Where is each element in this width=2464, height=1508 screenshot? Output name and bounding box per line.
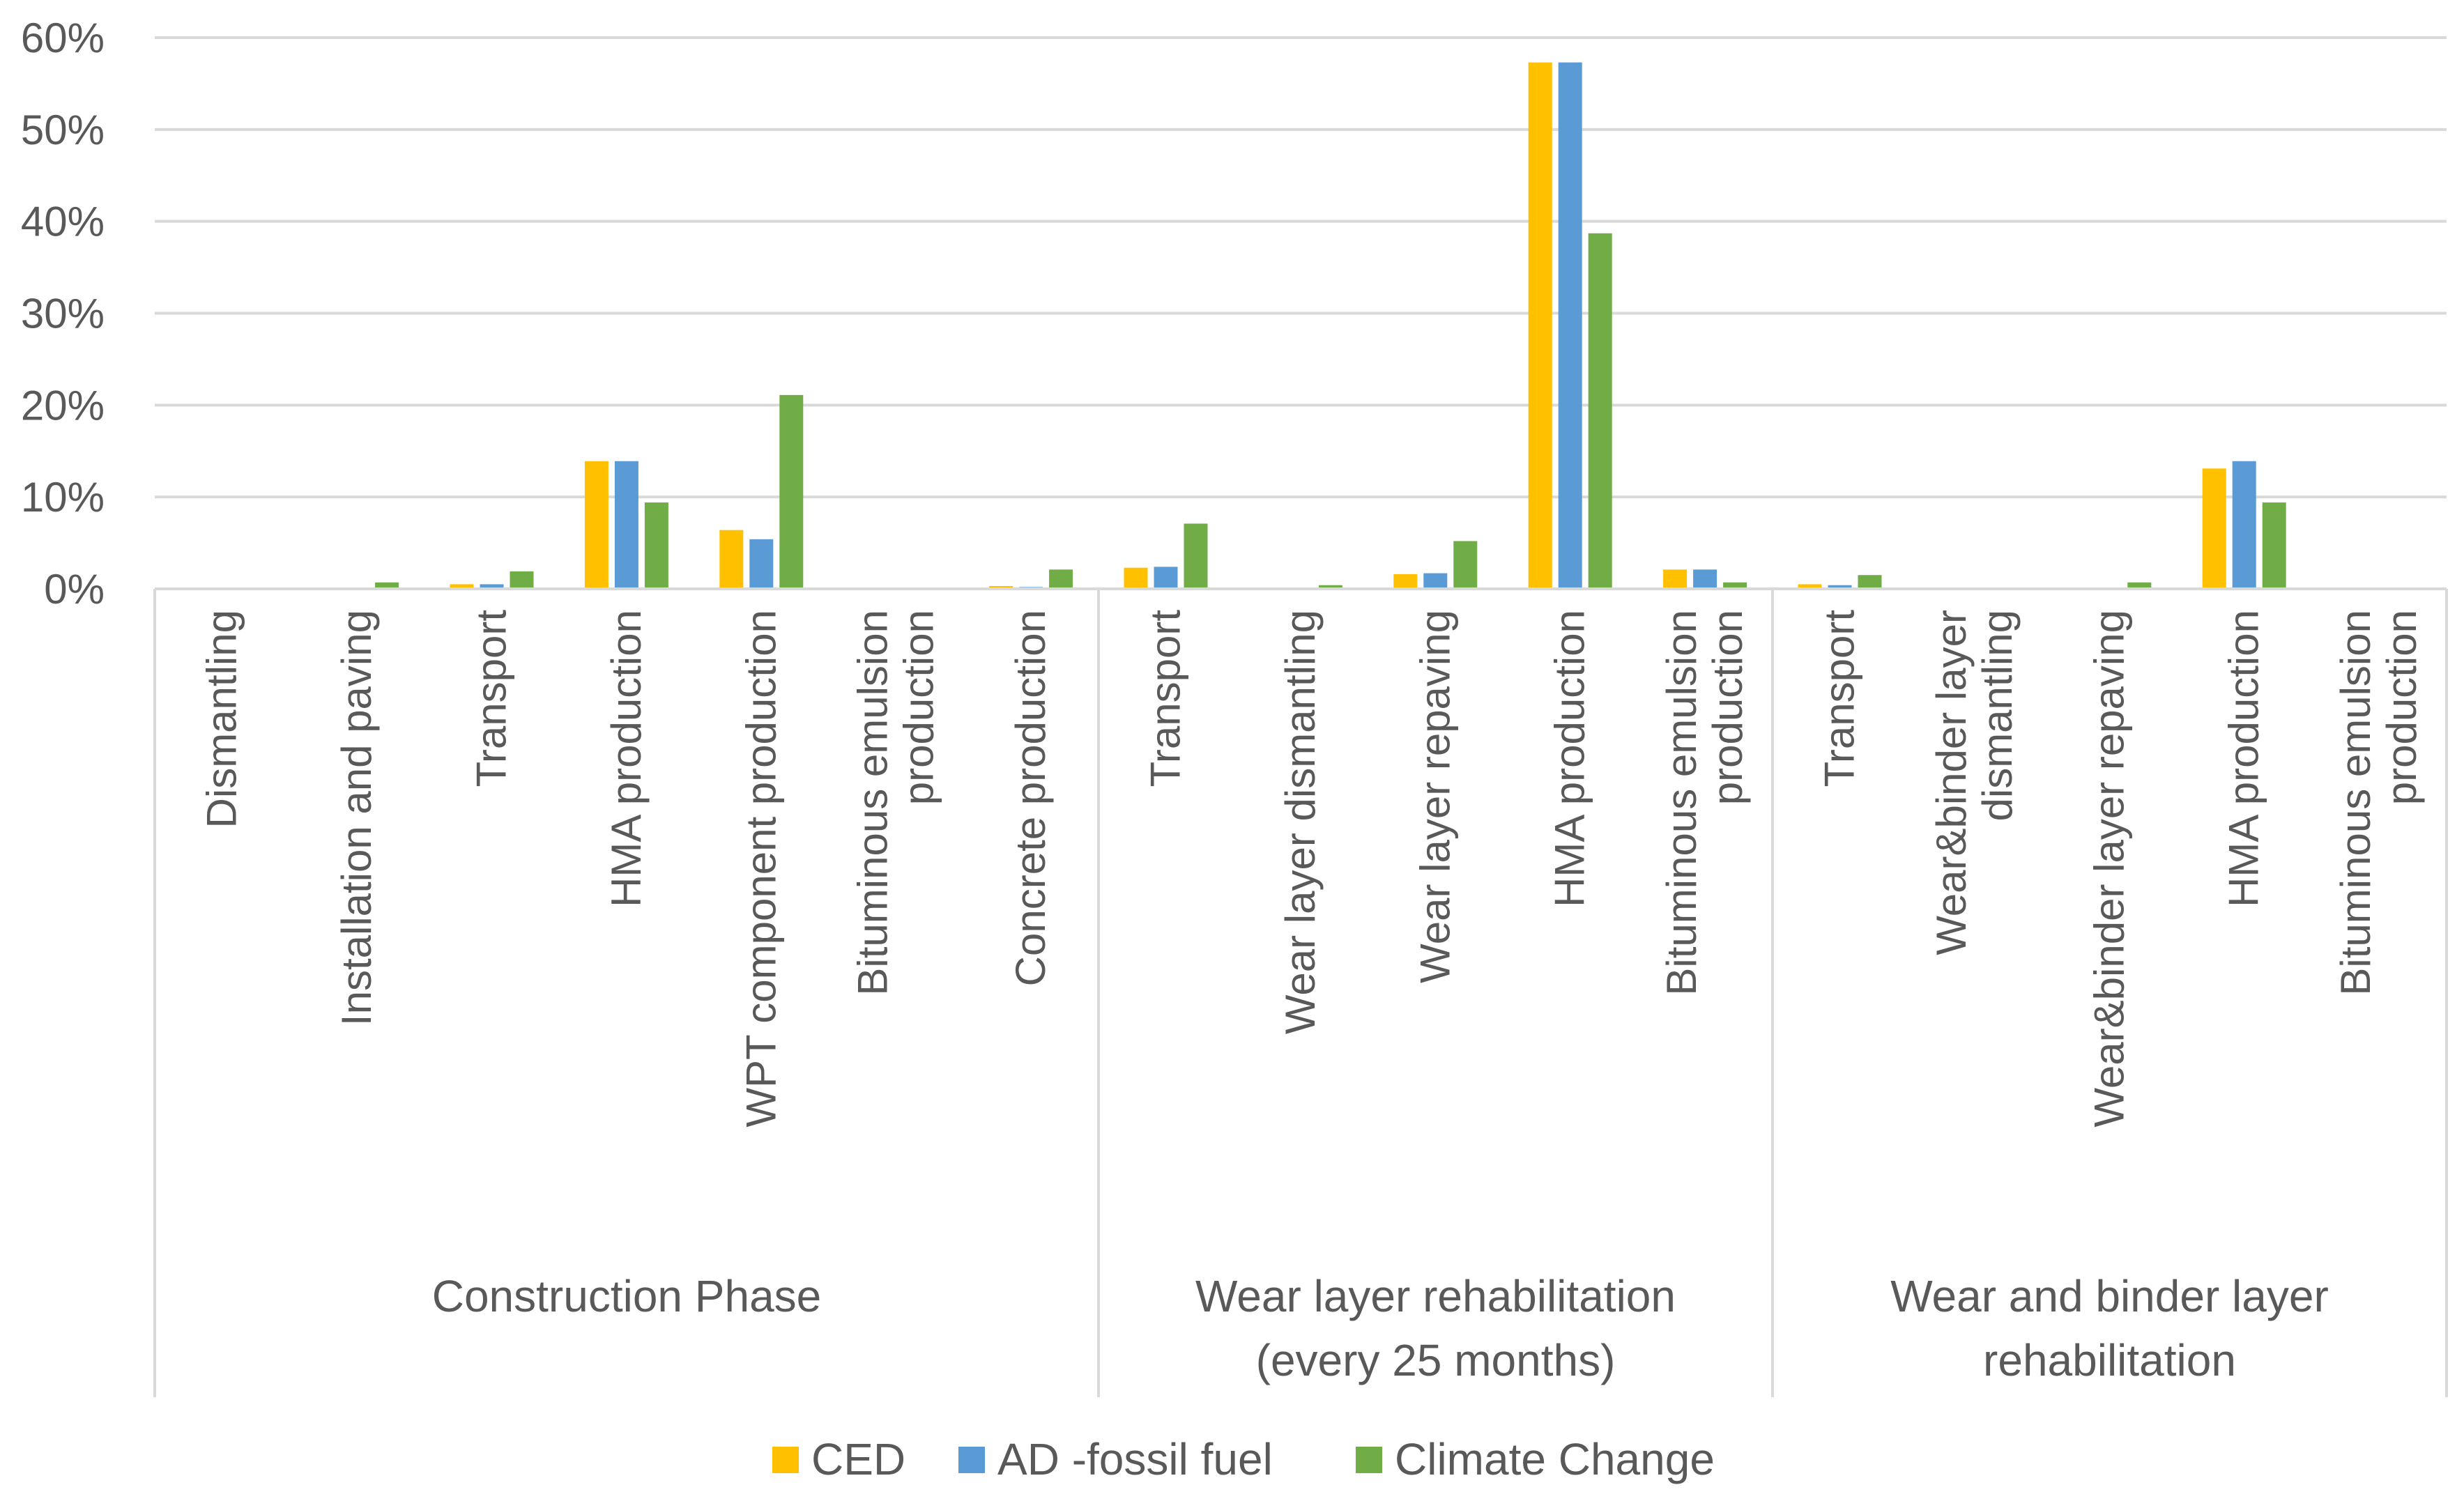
- legend-swatch-ad-fossil-fuel: [958, 1447, 985, 1473]
- bar-climate-change-9: [1453, 541, 1478, 589]
- y-tick-label: 0%: [44, 566, 105, 613]
- y-tick-label: 30%: [21, 291, 105, 337]
- category-label: Dismantling: [199, 610, 245, 828]
- legend-label: CED: [811, 1434, 905, 1484]
- category-label: HMA production: [603, 610, 650, 907]
- bar-ad-fossil-fuel-9: [1423, 573, 1448, 589]
- bar-ced-4: [719, 530, 744, 589]
- x-axis: [153, 587, 2448, 1397]
- bar-ced-15: [2202, 468, 2226, 589]
- category-label: HMA production: [1547, 610, 1593, 907]
- bar-climate-change-14: [2127, 582, 2152, 589]
- category-label: Bituminous emulsion: [850, 610, 896, 996]
- gridlines: [155, 36, 2447, 499]
- legend-swatch-ced: [772, 1447, 799, 1473]
- y-tick-label: 40%: [21, 199, 105, 245]
- bar-ced-11: [1663, 569, 1688, 589]
- category-label: production: [896, 610, 942, 805]
- category-label: Wear layer repaving: [1411, 610, 1458, 983]
- bar-climate-change-11: [1723, 582, 1747, 589]
- bar-climate-change-1: [375, 582, 399, 589]
- bar-ad-fossil-fuel-12: [1828, 585, 1852, 589]
- category-label: Concrete production: [1007, 610, 1054, 986]
- category-label: Transport: [1142, 610, 1189, 787]
- bar-climate-change-6: [1049, 569, 1073, 589]
- y-tick-label: 20%: [21, 382, 105, 429]
- bar-ced-10: [1528, 62, 1552, 590]
- bar-ced-9: [1393, 574, 1418, 589]
- bar-climate-change-7: [1184, 523, 1208, 589]
- category-label: production: [2378, 610, 2425, 805]
- bar-climate-change-15: [2262, 502, 2286, 589]
- x-axis-category-labels: Dismantling Installation and paving Transp…: [199, 610, 2425, 1128]
- category-label: Transport: [468, 610, 515, 787]
- category-label: Wear layer dismantling: [1277, 610, 1324, 1034]
- legend: CED AD -fossil fuel Climate Change: [772, 1434, 1715, 1484]
- category-label: HMA production: [2221, 610, 2267, 907]
- legend-swatch-climate-change: [1356, 1447, 1382, 1473]
- group-label: Construction Phase: [432, 1271, 822, 1321]
- bar-ad-fossil-fuel-10: [1558, 62, 1582, 590]
- category-label: Wear&binder layer: [1928, 610, 1975, 955]
- bar-ad-fossil-fuel-2: [480, 584, 504, 589]
- group-label: Wear layer rehabilitation: [1195, 1271, 1676, 1321]
- bar-ced-3: [584, 461, 609, 589]
- group-label: (every 25 months): [1256, 1335, 1616, 1385]
- category-label: Wear&binder layer repaving: [2086, 610, 2132, 1128]
- bar-ad-fossil-fuel-15: [2232, 461, 2256, 589]
- y-axis-tick-labels: 0% 10% 20% 30% 40% 50% 60%: [21, 15, 105, 613]
- bar-climate-change-8: [1318, 585, 1342, 589]
- bar-ced-2: [450, 584, 474, 589]
- legend-label: AD -fossil fuel: [997, 1434, 1273, 1484]
- bar-climate-change-12: [1858, 575, 1882, 589]
- bar-ad-fossil-fuel-11: [1693, 569, 1717, 589]
- y-tick-label: 60%: [21, 15, 105, 61]
- x-axis-group-labels: Construction Phase Wear layer rehabilitat…: [432, 1271, 2329, 1385]
- category-label: production: [1704, 610, 1751, 805]
- bar-ad-fossil-fuel-3: [614, 461, 638, 589]
- y-tick-label: 10%: [21, 474, 105, 521]
- bar-climate-change-2: [510, 571, 534, 589]
- y-tick-label: 50%: [21, 107, 105, 153]
- bar-ad-fossil-fuel-4: [749, 539, 774, 589]
- category-label: Installation and paving: [333, 610, 380, 1026]
- bar-climate-change-4: [779, 394, 804, 589]
- group-label: rehabilitation: [1983, 1335, 2236, 1385]
- bars: [315, 62, 2286, 590]
- bar-ad-fossil-fuel-7: [1154, 567, 1178, 589]
- legend-label: Climate Change: [1395, 1434, 1715, 1484]
- category-label: Bituminous emulsion: [1658, 610, 1705, 996]
- bar-climate-change-10: [1588, 233, 1612, 589]
- bar-ced-12: [1798, 584, 1822, 589]
- bar-climate-change-3: [644, 502, 668, 589]
- category-label: dismantling: [1974, 610, 2021, 822]
- category-label: WPT component production: [737, 610, 784, 1128]
- bar-ced-7: [1124, 567, 1148, 589]
- group-label: Wear and binder layer: [1890, 1271, 2329, 1321]
- category-label: Bituminous emulsion: [2332, 610, 2379, 996]
- category-label: Transport: [1816, 610, 1863, 787]
